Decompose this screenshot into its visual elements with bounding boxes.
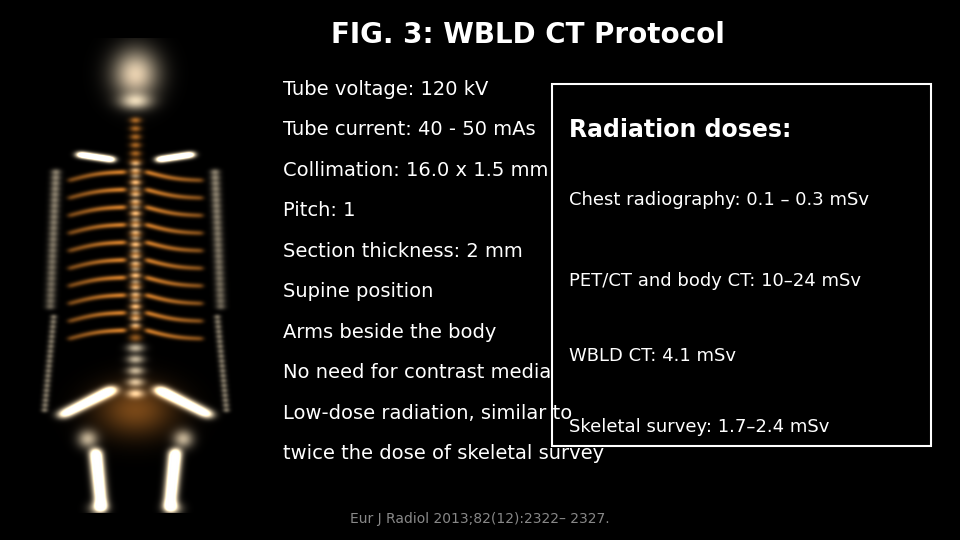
Text: twice the dose of skeletal survey: twice the dose of skeletal survey (283, 444, 605, 463)
Text: Eur J Radiol 2013;82(12):2322– 2327.: Eur J Radiol 2013;82(12):2322– 2327. (350, 512, 610, 526)
Text: Arms beside the body: Arms beside the body (283, 322, 496, 342)
Text: Low-dose radiation, similar to: Low-dose radiation, similar to (283, 403, 572, 423)
Text: FIG. 3: WBLD CT Protocol: FIG. 3: WBLD CT Protocol (331, 21, 725, 49)
Text: PET/CT and body CT: 10–24 mSv: PET/CT and body CT: 10–24 mSv (569, 272, 861, 290)
Text: No need for contrast media: No need for contrast media (283, 363, 551, 382)
Text: Radiation doses:: Radiation doses: (569, 118, 792, 141)
Text: WBLD CT: 4.1 mSv: WBLD CT: 4.1 mSv (569, 347, 736, 366)
Text: Tube current: 40 - 50 mAs: Tube current: 40 - 50 mAs (283, 120, 536, 139)
Bar (552, 84, 931, 445)
Text: Skeletal survey: 1.7–2.4 mSv: Skeletal survey: 1.7–2.4 mSv (569, 417, 829, 436)
Text: Tube voltage: 120 kV: Tube voltage: 120 kV (283, 79, 489, 99)
Text: Section thickness: 2 mm: Section thickness: 2 mm (283, 241, 523, 261)
Text: Collimation: 16.0 x 1.5 mm: Collimation: 16.0 x 1.5 mm (283, 160, 548, 180)
Text: Chest radiography: 0.1 – 0.3 mSv: Chest radiography: 0.1 – 0.3 mSv (569, 191, 870, 209)
Text: Pitch: 1: Pitch: 1 (283, 201, 356, 220)
Text: Supine position: Supine position (283, 282, 434, 301)
